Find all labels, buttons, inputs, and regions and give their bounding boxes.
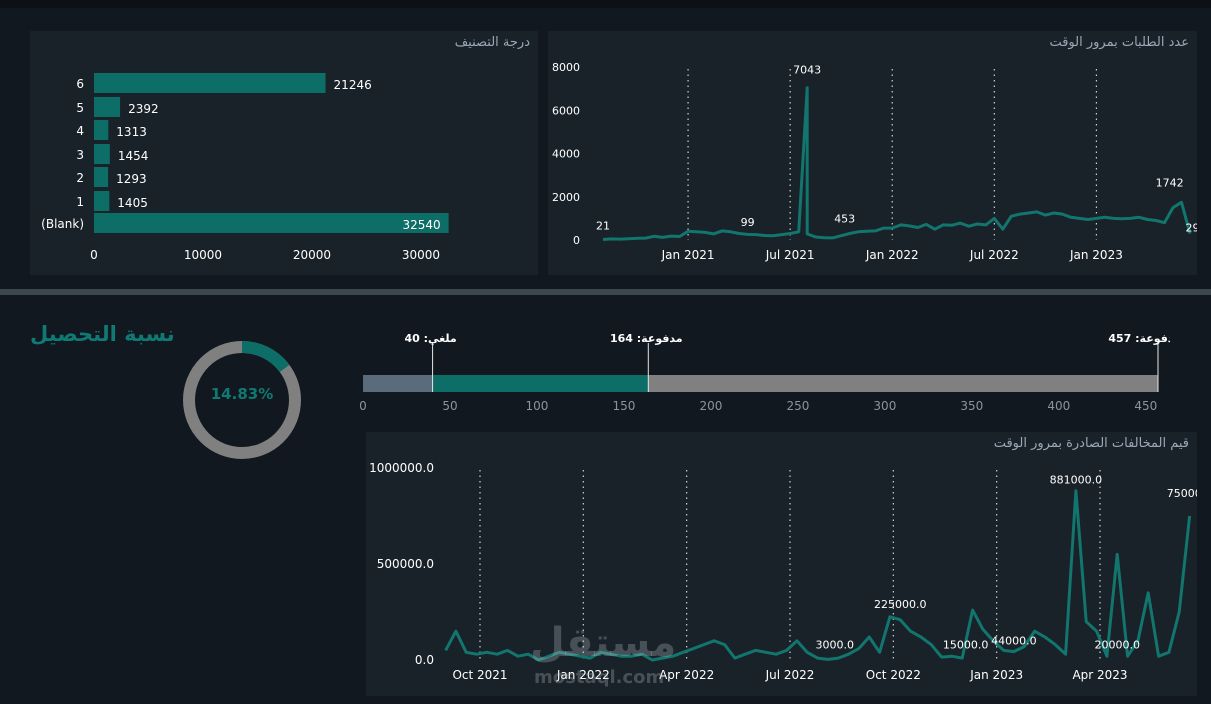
x-tick-label: Jul 2021 xyxy=(765,248,815,262)
category-label: 2 xyxy=(76,171,84,185)
data-label: 3000.0 xyxy=(816,638,855,651)
data-label: 99 xyxy=(741,216,755,229)
x-tick-label: 250 xyxy=(786,399,809,413)
x-tick-label: 300 xyxy=(873,399,896,413)
x-tick-label: 0 xyxy=(90,248,98,262)
series-line xyxy=(602,86,1192,241)
y-tick-label: 500000.0 xyxy=(377,557,434,571)
x-tick-label: 350 xyxy=(960,399,983,413)
x-tick-label: 50 xyxy=(442,399,457,413)
bar xyxy=(94,120,109,140)
y-tick-label: 0 xyxy=(573,234,580,247)
fines-panel: قيم المخالفات الصادرة بمرور الوقت 0.0 500… xyxy=(366,432,1211,696)
x-tick-label: 100 xyxy=(526,399,549,413)
donut-segment xyxy=(183,341,301,459)
data-label: 20000.0 xyxy=(1094,638,1140,651)
y-tick-label: 0.0 xyxy=(415,653,434,667)
x-tick-label: 450 xyxy=(1134,399,1157,413)
x-tick-label: 400 xyxy=(1047,399,1070,413)
bar-value-label: 32540 xyxy=(402,218,440,232)
data-label: 750000.0 xyxy=(1167,487,1197,500)
x-tick-label: Jul 2022 xyxy=(969,248,1019,262)
x-tick-label: 10000 xyxy=(184,248,222,262)
y-tick-label: 8000 xyxy=(552,61,580,74)
rating-panel: درجة التصنيف 6 21246 5 2392 4 1313 3 1454 2 1293 1… xyxy=(30,31,538,275)
bar-value-label: 21246 xyxy=(334,78,372,92)
requests-chart: 0 2000 4000 6000 8000 Jan 2021 Jul 2021 Jan 202… xyxy=(552,61,1207,262)
category-label: 3 xyxy=(76,148,84,162)
category-label: 6 xyxy=(76,77,84,91)
collection-percent: 14.83% xyxy=(210,385,274,403)
status-segment xyxy=(363,375,433,392)
x-tick-label: 20000 xyxy=(293,248,331,262)
category-label: (Blank) xyxy=(41,217,84,231)
y-tick-label: 1000000.0 xyxy=(369,461,434,475)
x-tick-label: Jul 2022 xyxy=(765,668,815,682)
requests-title: عدد الطلبات بمرور الوقت xyxy=(1049,35,1189,50)
bar xyxy=(94,167,109,187)
series-line xyxy=(444,489,1192,662)
y-tick-label: 6000 xyxy=(552,104,580,117)
requests-panel: عدد الطلبات بمرور الوقت 0 2000 4000 6000 800… xyxy=(548,31,1207,275)
top-strip xyxy=(0,0,1211,8)
x-tick-label: Jan 2023 xyxy=(1069,248,1123,262)
bar-value-label: 1405 xyxy=(117,196,148,210)
x-tick-label: Oct 2021 xyxy=(452,668,507,682)
status-label: ملغي: 40 xyxy=(404,332,456,345)
status-label: مدفوعة: 164 xyxy=(610,332,683,345)
x-tick-label: Jan 2021 xyxy=(661,248,715,262)
y-tick-label: 2000 xyxy=(552,191,580,204)
rating-chart: 6 21246 5 2392 4 1313 3 1454 2 1293 1 1405 (Blank) 32… xyxy=(41,73,449,262)
status-segment xyxy=(648,375,1158,392)
fines-chart: 0.0 500000.0 1000000.0 Oct 2021 Jan 2022 Apr … xyxy=(369,461,1211,682)
data-label: 1742 xyxy=(1156,176,1184,189)
collection-donut xyxy=(183,341,301,459)
bar-value-label: 1454 xyxy=(118,149,149,163)
x-tick-label: Apr 2023 xyxy=(1072,668,1127,682)
bar-value-label: 2392 xyxy=(128,102,159,116)
x-tick-label: 0 xyxy=(359,399,367,413)
data-label: 298 xyxy=(1186,221,1198,234)
x-tick-label: Jan 2022 xyxy=(865,248,919,262)
status-segment xyxy=(432,375,649,392)
category-label: 5 xyxy=(76,101,84,115)
bar xyxy=(94,213,449,233)
watermark-logo: مستقل xyxy=(530,620,677,666)
watermark-url: mostaql.com xyxy=(534,667,665,688)
bar xyxy=(94,73,326,93)
category-label: 1 xyxy=(76,195,84,209)
bar-value-label: 1293 xyxy=(116,172,147,186)
bar xyxy=(94,144,110,164)
data-label: 881000.0 xyxy=(1050,473,1103,486)
data-label: 15000.0 xyxy=(943,638,989,651)
x-tick-label: Jan 2022 xyxy=(556,668,610,682)
section-separator xyxy=(0,289,1211,295)
data-label: 44000.0 xyxy=(991,635,1037,648)
fines-title: قيم المخالفات الصادرة بمرور الوقت xyxy=(993,436,1189,451)
data-label: 225000.0 xyxy=(874,598,927,611)
data-label: 453 xyxy=(834,213,855,226)
bar xyxy=(94,191,110,211)
bar xyxy=(94,97,121,117)
data-label: 7043 xyxy=(793,64,821,77)
data-label: 21 xyxy=(596,220,610,233)
x-tick-label: 200 xyxy=(699,399,722,413)
x-tick-label: 150 xyxy=(612,399,635,413)
collection-title: نسبة التحصيل xyxy=(30,322,175,346)
x-tick-label: Apr 2022 xyxy=(659,668,714,682)
status-bar-chart: ملغي: 40 مدفوعة: 164 غير مدفوعة: 457 0 50 100… xyxy=(359,332,1170,413)
x-tick-label: Oct 2022 xyxy=(866,668,921,682)
x-tick-label: 30000 xyxy=(402,248,440,262)
bar-value-label: 1313 xyxy=(116,125,147,139)
rating-title: درجة التصنيف xyxy=(454,35,530,50)
status-label: غير مدفوعة: 457 xyxy=(1108,332,1170,345)
x-tick-label: Jan 2023 xyxy=(969,668,1023,682)
category-label: 4 xyxy=(76,124,84,138)
y-tick-label: 4000 xyxy=(552,148,580,161)
